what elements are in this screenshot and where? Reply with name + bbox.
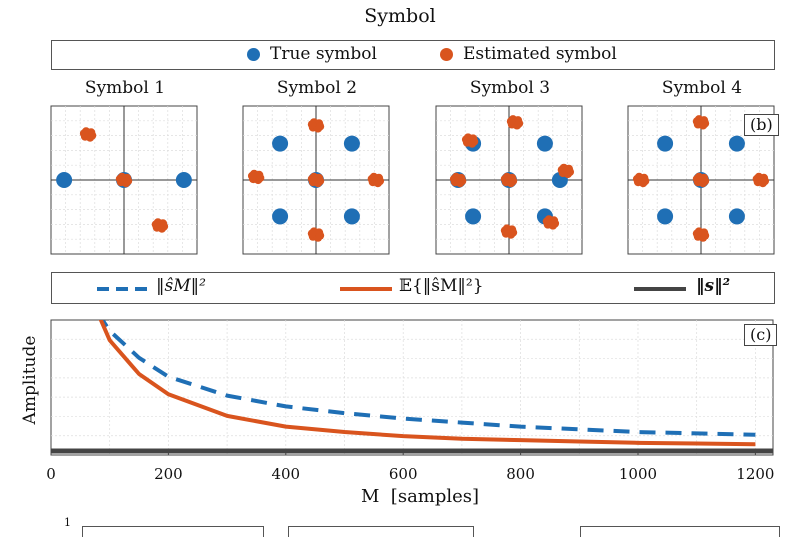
true-symbol-point (272, 208, 289, 225)
estimated-symbol-cluster (692, 172, 710, 188)
estimated-symbol-cluster (307, 172, 325, 188)
bottom-partial-panels (82, 526, 780, 537)
legend-dashed-line (97, 287, 149, 291)
true-symbol-point (465, 208, 482, 225)
true-symbol-marker (247, 48, 260, 61)
x-tick-label: 400 (271, 465, 300, 483)
estimated-symbol-cluster (449, 172, 467, 188)
estimated-symbol-cluster (692, 227, 710, 242)
constellation-panel-2 (242, 105, 390, 255)
estimated-symbol-cluster (752, 172, 770, 188)
estimated-symbol-cluster (115, 172, 133, 188)
estimated-symbol-cluster (367, 172, 385, 188)
panel-title-3: Symbol 3 (469, 78, 551, 98)
panel-c-label: (c) (744, 324, 778, 346)
constellation-panel-1 (50, 105, 198, 255)
legend-estimated-symbol: Estimated symbol (440, 44, 617, 64)
x-tick-label: 200 (154, 465, 183, 483)
estimated-symbol-cluster (632, 172, 650, 188)
amplitude-legend: ‖ŝM‖² 𝔼{‖ŝM‖²} ‖s‖² (51, 272, 775, 304)
panel-title-1: Symbol 1 (84, 78, 166, 98)
legend-expected-line (340, 287, 392, 291)
bottom-tick-label: 1 (64, 516, 71, 529)
legend-true-symbol: True symbol (247, 44, 377, 64)
x-axis-label: M [samples] (360, 486, 480, 507)
true-symbol-point (657, 135, 674, 152)
amplitude-chart: 0 200 400 600 800 1000 1200 (46, 319, 774, 483)
true-symbol-point (728, 135, 745, 152)
true-symbol-point (343, 135, 360, 152)
estimated-symbol-cluster (500, 224, 518, 239)
symbol-legend: True symbol Estimated symbol (51, 40, 775, 70)
estimated-symbol-cluster (692, 115, 710, 130)
true-symbol-point (536, 135, 553, 152)
true-symbol-point (56, 172, 73, 188)
estimated-symbol-cluster (557, 163, 575, 179)
estimated-symbol-cluster (307, 118, 325, 133)
constellation-panels (50, 105, 775, 255)
x-tick-label: 0 (46, 465, 56, 483)
x-tick-label: 800 (506, 465, 535, 483)
figure-title: Symbol (364, 5, 436, 27)
series-expected-norm (98, 320, 756, 447)
estimated-symbol-cluster (247, 169, 265, 185)
estimated-symbol-cluster (461, 133, 479, 148)
estimated-symbol-cluster (79, 127, 97, 142)
estimated-symbol-cluster (151, 218, 169, 233)
chart-grid (51, 320, 773, 455)
panel-b-label: (b) (744, 114, 779, 136)
true-symbol-point (343, 208, 360, 225)
estimated-symbol-cluster (506, 115, 524, 130)
x-tick-label: 1200 (736, 465, 774, 483)
true-symbol-point (175, 172, 192, 188)
true-symbol-point (728, 208, 745, 225)
estimated-symbol-marker (440, 48, 453, 61)
x-tick-label: 600 (389, 465, 418, 483)
x-tick-label: 1000 (619, 465, 657, 483)
constellation-panel-3 (435, 105, 583, 255)
true-symbol-point (657, 208, 674, 225)
panel-title-4: Symbol 4 (661, 78, 743, 98)
legend-true-norm: ‖s‖² (696, 276, 731, 296)
estimated-symbol-cluster (500, 172, 518, 188)
legend-expected-norm: 𝔼{‖ŝM‖²} (399, 276, 484, 296)
true-symbol-point (272, 135, 289, 152)
y-axis-label: Amplitude (20, 335, 40, 425)
legend-estimate-norm: ‖ŝM‖² (156, 276, 206, 296)
series-estimate-norm (100, 320, 756, 437)
legend-true-line (634, 287, 686, 291)
estimated-symbol-cluster (307, 227, 325, 242)
panel-title-2: Symbol 2 (276, 78, 358, 98)
estimated-symbol-cluster (542, 215, 560, 230)
